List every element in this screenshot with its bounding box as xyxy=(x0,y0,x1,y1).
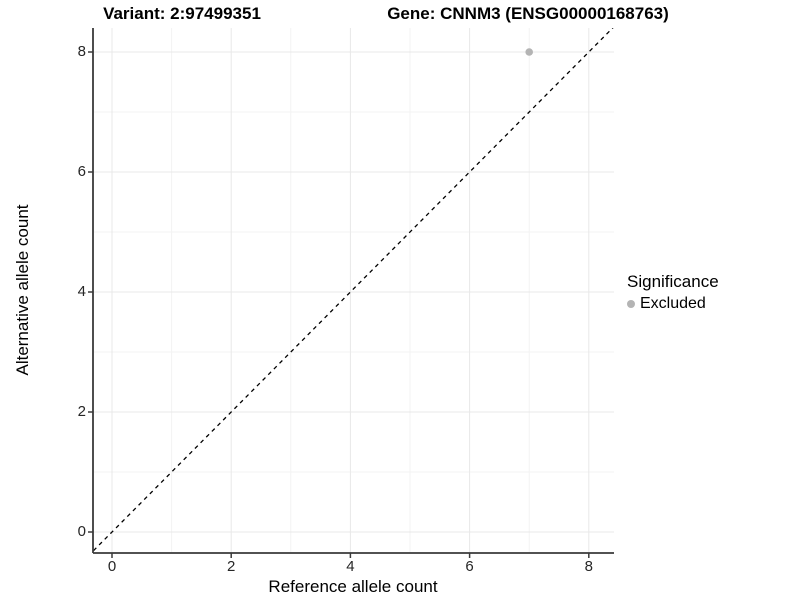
y-axis-title: Alternative allele count xyxy=(13,204,32,376)
y-tick-label: 8 xyxy=(77,43,86,60)
y-tick-label: 6 xyxy=(77,163,86,180)
legend-items: Excluded xyxy=(627,294,719,313)
x-axis-title: Reference allele count xyxy=(268,577,438,596)
x-tick-label: 2 xyxy=(227,558,236,575)
y-tick-label: 2 xyxy=(77,403,86,420)
x-tick-label: 6 xyxy=(465,558,474,575)
legend: Significance Excluded xyxy=(627,272,719,313)
legend-item-excluded: Excluded xyxy=(627,294,719,313)
plot-title-variant: Variant: 2:97499351 xyxy=(103,4,261,23)
y-tick-label: 4 xyxy=(77,283,86,300)
legend-item-label: Excluded xyxy=(640,295,706,312)
legend-point-icon xyxy=(627,299,635,308)
plot-title-gene: Gene: CNNM3 (ENSG00000168763) xyxy=(387,4,669,23)
legend-title: Significance xyxy=(627,272,719,291)
x-tick-label: 4 xyxy=(346,558,355,575)
y-tick-label: 0 xyxy=(77,523,86,540)
x-tick-label: 8 xyxy=(584,558,593,575)
identity-dashed-line xyxy=(93,28,614,553)
data-point-excluded xyxy=(525,48,533,56)
x-tick-label: 0 xyxy=(107,558,117,575)
